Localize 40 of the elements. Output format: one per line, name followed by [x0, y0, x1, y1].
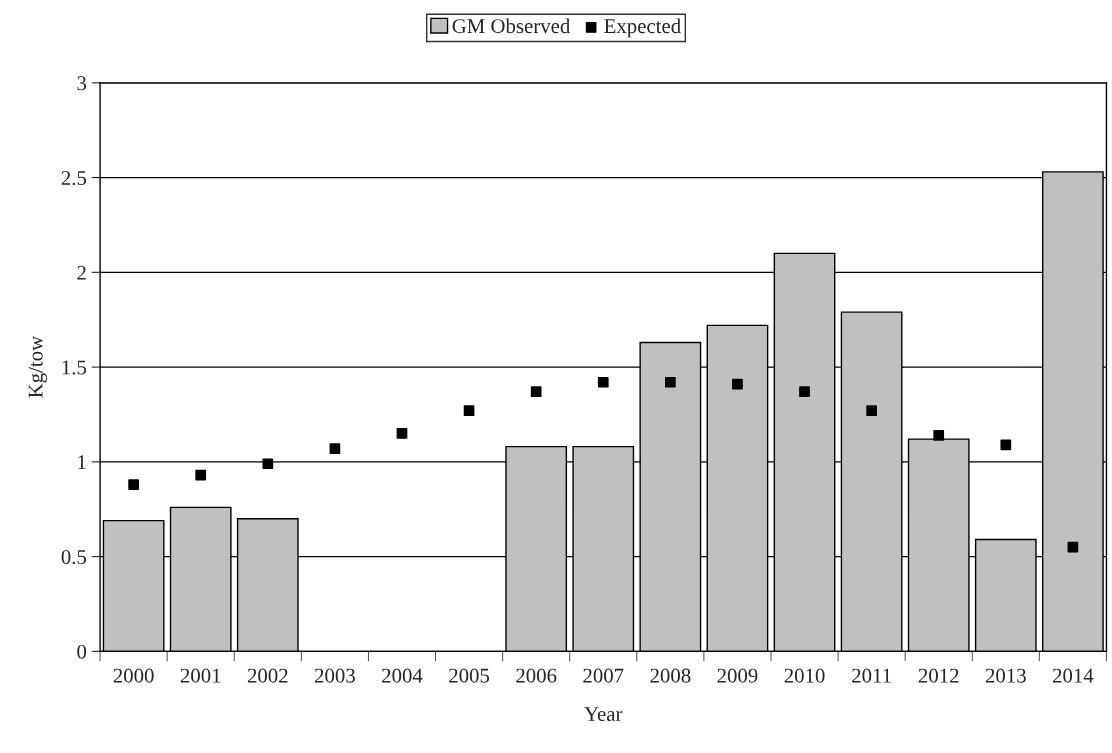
point: [195, 469, 207, 481]
x-tick-label: 2009: [717, 668, 758, 683]
x-tick-label: 2002: [247, 668, 288, 683]
point: [329, 443, 341, 454]
x-tick-label: 2005: [449, 668, 490, 683]
x-axis-title: Year: [584, 707, 623, 722]
legend-label: GM Observed: [452, 18, 571, 34]
x-tick-label: 2006: [516, 668, 557, 683]
x-tick-label: 2004: [382, 668, 423, 683]
point: [396, 428, 408, 439]
point: [262, 458, 274, 470]
y-tick-label: 2.5: [61, 171, 87, 186]
x-tick-label: 2003: [314, 668, 355, 683]
y-axis-title: Kg/tow: [28, 335, 47, 398]
x-tick-label: 2007: [583, 668, 624, 683]
y-tick-label: 0: [77, 644, 87, 659]
legend-label: Expected: [604, 18, 681, 38]
point: [463, 405, 475, 417]
y-tick-label: 0.5: [61, 549, 87, 565]
y-tick-label: 1.5: [62, 360, 87, 375]
point: [799, 386, 810, 398]
x-tick-label: 2014: [1052, 668, 1094, 683]
x-tick-label: 2011: [852, 668, 891, 683]
point: [933, 429, 945, 441]
x-tick-label: 2010: [784, 668, 825, 683]
point: [664, 376, 676, 388]
y-tick-label: 2: [77, 265, 86, 280]
point: [530, 386, 542, 398]
x-tick-label: 2012: [918, 668, 959, 683]
x-tick-label: 2001: [180, 668, 221, 683]
point: [128, 479, 139, 490]
point: [1000, 439, 1012, 451]
x-tick-label: 2013: [985, 668, 1026, 683]
point: [597, 376, 609, 388]
y-tick-label: 3: [77, 76, 87, 91]
point: [732, 378, 743, 390]
x-tick-label: 2008: [650, 668, 691, 683]
point: [866, 405, 877, 417]
y-tick-label: 1: [78, 455, 86, 470]
x-tick-label: 2000: [113, 668, 154, 683]
